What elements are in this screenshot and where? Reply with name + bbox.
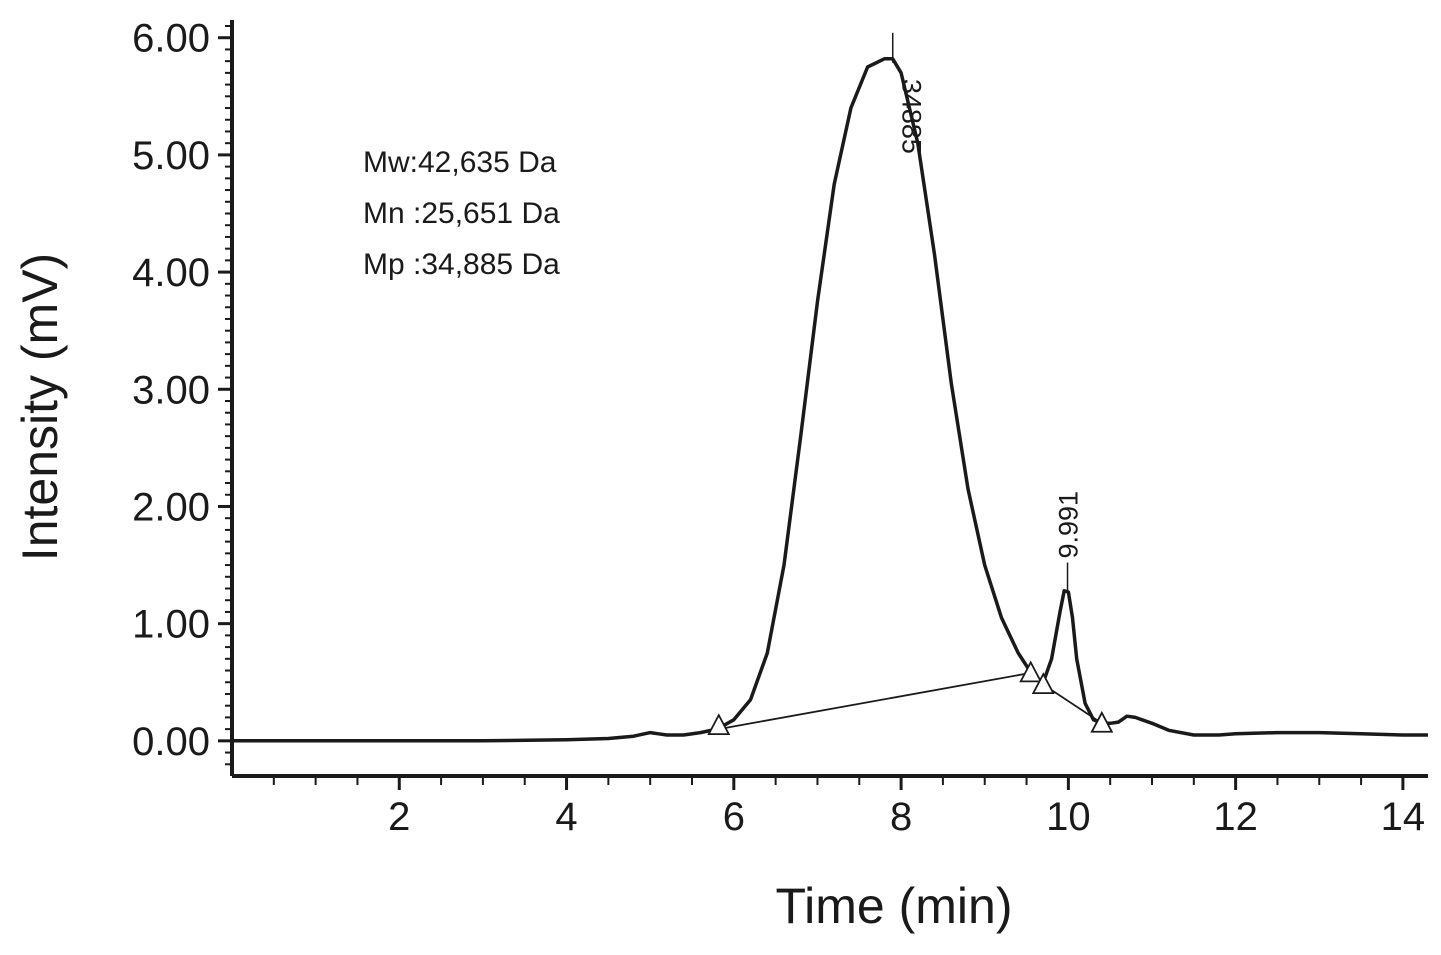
annotation-line: Mw:42,635 Da bbox=[363, 146, 557, 179]
x-tick-label: 12 bbox=[1213, 795, 1258, 839]
y-tick-label: 5.00 bbox=[132, 134, 210, 178]
y-tick-label: 6.00 bbox=[132, 17, 210, 61]
annotation-line: Mp :34,885 Da bbox=[363, 248, 560, 281]
baseline-marker bbox=[1090, 710, 1114, 733]
x-tick-label: 2 bbox=[388, 795, 410, 839]
baseline-marker bbox=[1031, 672, 1055, 695]
axes: 2 4 6 8 10 12 14 0.00 1.00 2.00 3.00 4.00 5.00 6.00 bbox=[132, 17, 1428, 839]
x-tick-label: 4 bbox=[555, 795, 577, 839]
x-tick-label: 8 bbox=[890, 795, 912, 839]
annotation-line: Mn :25,651 Da bbox=[363, 197, 560, 230]
y-axis-title: Intensity (mV) bbox=[12, 253, 68, 561]
x-tick-label: 14 bbox=[1381, 795, 1426, 839]
y-tick-label: 3.00 bbox=[132, 368, 210, 412]
baseline-marker bbox=[1019, 660, 1043, 683]
peak-label: 34885 bbox=[897, 79, 927, 154]
signal-trace bbox=[232, 57, 1428, 743]
signal-line bbox=[232, 57, 1428, 743]
y-tick-label: 4.00 bbox=[132, 251, 210, 295]
peak-labels: 34885 9.991 bbox=[891, 32, 1084, 593]
x-axis-title: Time (min) bbox=[775, 878, 1012, 934]
x-tick-label: 6 bbox=[723, 795, 745, 839]
molecular-weight-notes: Mw:42,635 Da Mn :25,651 Da Mp :34,885 Da bbox=[363, 146, 560, 281]
y-tick-label: 1.00 bbox=[132, 603, 210, 647]
baseline-markers bbox=[707, 660, 1114, 736]
x-tick-label: 10 bbox=[1046, 795, 1091, 839]
y-tick-label: 0.00 bbox=[132, 720, 210, 764]
peak-label: 9.991 bbox=[1054, 491, 1084, 559]
baseline-marker bbox=[707, 713, 731, 736]
y-tick-label: 2.00 bbox=[132, 485, 210, 529]
